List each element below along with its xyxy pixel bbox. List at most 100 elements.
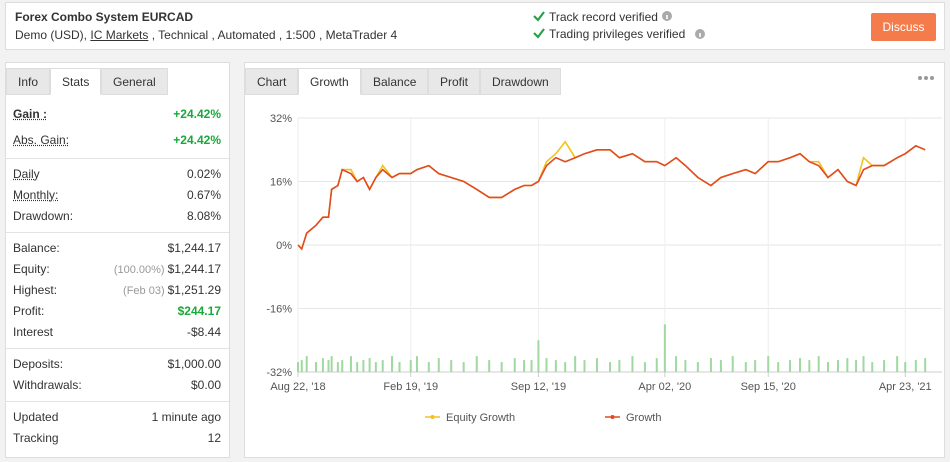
legend-marker: [430, 415, 435, 419]
stat-group: Balance: $1,244.17 Equity: (100.00%) $1,244.…: [6, 232, 229, 348]
trade-bar: [450, 360, 453, 372]
trade-bar: [415, 356, 418, 372]
y-tick-label: 32%: [270, 113, 292, 125]
trade-bar: [675, 356, 678, 372]
trade-bar: [381, 360, 384, 372]
trade-bar: [327, 360, 330, 372]
trade-bar: [798, 358, 801, 372]
trade-bar: [609, 362, 612, 372]
verified: Trading privileges verified: [549, 27, 686, 41]
stat-label: Monthly:: [13, 188, 59, 202]
stat-row: Equity: (100.00%) $1,244.17: [6, 259, 229, 280]
stat-row: Tracking 12: [6, 428, 229, 449]
stat-label: Balance:: [13, 241, 60, 255]
stat-group: Daily 0.02% Monthly: 0.67% Drawdown: 8.08%: [6, 158, 229, 232]
info-icons: [662, 11, 705, 39]
trade-bar: [583, 360, 586, 372]
trade-bar: [368, 358, 371, 372]
stat-value: $0.00: [190, 378, 221, 392]
legend-marker: [610, 415, 615, 419]
x-tick-label: Aug 22, '18: [270, 381, 325, 393]
tab[interactable]: Info: [6, 68, 51, 95]
stat-value-wrap: (Feb 03) $1,251.29: [123, 280, 221, 301]
stat-label: Deposits:: [13, 357, 64, 371]
stat-label: Daily: [13, 167, 40, 181]
trade-bar: [427, 362, 430, 372]
trade-bar: [545, 358, 548, 372]
trade-bar: [300, 360, 303, 372]
stat-value-wrap: $1,000.00: [168, 354, 221, 375]
trade-bar: [398, 362, 401, 372]
stat-value-wrap: 0.67%: [187, 185, 221, 206]
stat-label: Abs. Gain:: [13, 133, 70, 147]
stat-value: +24.42%: [173, 107, 221, 121]
trade-bar: [356, 362, 359, 372]
trade-bar: [321, 358, 324, 372]
trade-bar: [883, 360, 886, 372]
stat-value: $1,244.17: [167, 241, 221, 255]
tab[interactable]: Growth: [298, 68, 361, 95]
x-tick-label: Feb 19, '19: [383, 381, 438, 393]
trade-bar: [618, 360, 621, 372]
discuss-button[interactable]: Discuss: [871, 13, 936, 41]
trade-bar: [315, 362, 318, 372]
stat-value: 8.08%: [186, 209, 221, 223]
trade-bar: [709, 358, 712, 372]
stat-value-wrap: +24.42%: [173, 127, 221, 153]
trade-bar: [336, 362, 339, 372]
stat-value-wrap: +24.42%: [173, 101, 221, 127]
stat-row: Monthly: 0.67%: [6, 185, 229, 206]
tab[interactable]: General: [101, 68, 168, 95]
stat-note: (Feb 03): [123, 285, 165, 297]
trade-bar: [754, 360, 757, 372]
stats-panel: Info Stats General Gain : +24.42% Abs. Gain:…: [5, 62, 230, 458]
header: Forex Combo System EURCAD Demo (USD), IC…: [5, 2, 945, 50]
trade-bar: [862, 356, 865, 372]
trade-bar: [500, 362, 503, 372]
stat-value: $1,000.00: [167, 357, 221, 371]
chart-panel: Chart Growth Balance Profit Drawdown: [244, 62, 945, 458]
trade-bar: [391, 356, 394, 372]
trade-bar: [914, 360, 917, 372]
tab[interactable]: Chart: [245, 68, 299, 95]
trade-bar: [663, 324, 666, 372]
broker-link[interactable]: IC Markets: [90, 28, 149, 42]
stat-label: Highest:: [13, 283, 58, 297]
trade-bar: [817, 356, 820, 372]
x-tick-label: Apr 02, '20: [638, 381, 691, 393]
stat-row: Daily 0.02%: [6, 164, 229, 185]
trade-bar: [437, 358, 440, 372]
stat-row: Highest: (Feb 03) $1,251.29: [6, 280, 229, 301]
trade-bar: [409, 360, 412, 372]
stat-value: 0.67%: [186, 188, 221, 202]
trade-bar: [305, 356, 308, 372]
menu[interactable]: [917, 75, 935, 81]
stat-row: Withdrawals: $0.00: [6, 375, 229, 396]
stat-label: Equity:: [13, 262, 50, 276]
stat-value-wrap: 8.08%: [187, 206, 221, 227]
tab[interactable]: Stats: [50, 68, 102, 95]
trade-bar: [374, 362, 377, 372]
trade-bar: [855, 360, 858, 372]
trade-bar: [362, 360, 365, 372]
stat-value: 1 minute ago: [151, 410, 221, 424]
tab[interactable]: Drawdown: [480, 68, 561, 95]
trade-bar: [349, 356, 352, 372]
y-tick-label: -16%: [266, 304, 292, 316]
x-tick-label: Apr 23, '21: [879, 381, 932, 393]
trade-bar: [330, 356, 333, 372]
stat-label: Profit:: [13, 304, 45, 318]
stat-group: Deposits: $1,000.00 Withdrawals: $0.00: [6, 348, 229, 401]
subtitle: Demo (USD), IC Markets , Technical , Aut…: [15, 28, 397, 42]
x-tick-label: Sep 15, '20: [741, 381, 796, 393]
trade-bar: [696, 362, 699, 372]
trade-bar: [684, 360, 687, 372]
series-line: [297, 144, 926, 251]
stat-value-wrap: $0.00: [191, 375, 221, 396]
trade-bar: [475, 356, 478, 372]
x-tick-label: Sep 12, '19: [511, 381, 566, 393]
stats-list: Gain : +24.42% Abs. Gain: +24.42% Daily 0.02%…: [6, 96, 229, 454]
stat-value-wrap: 12: [208, 428, 221, 449]
tab[interactable]: Balance: [361, 68, 429, 95]
tab[interactable]: Profit: [428, 68, 481, 95]
